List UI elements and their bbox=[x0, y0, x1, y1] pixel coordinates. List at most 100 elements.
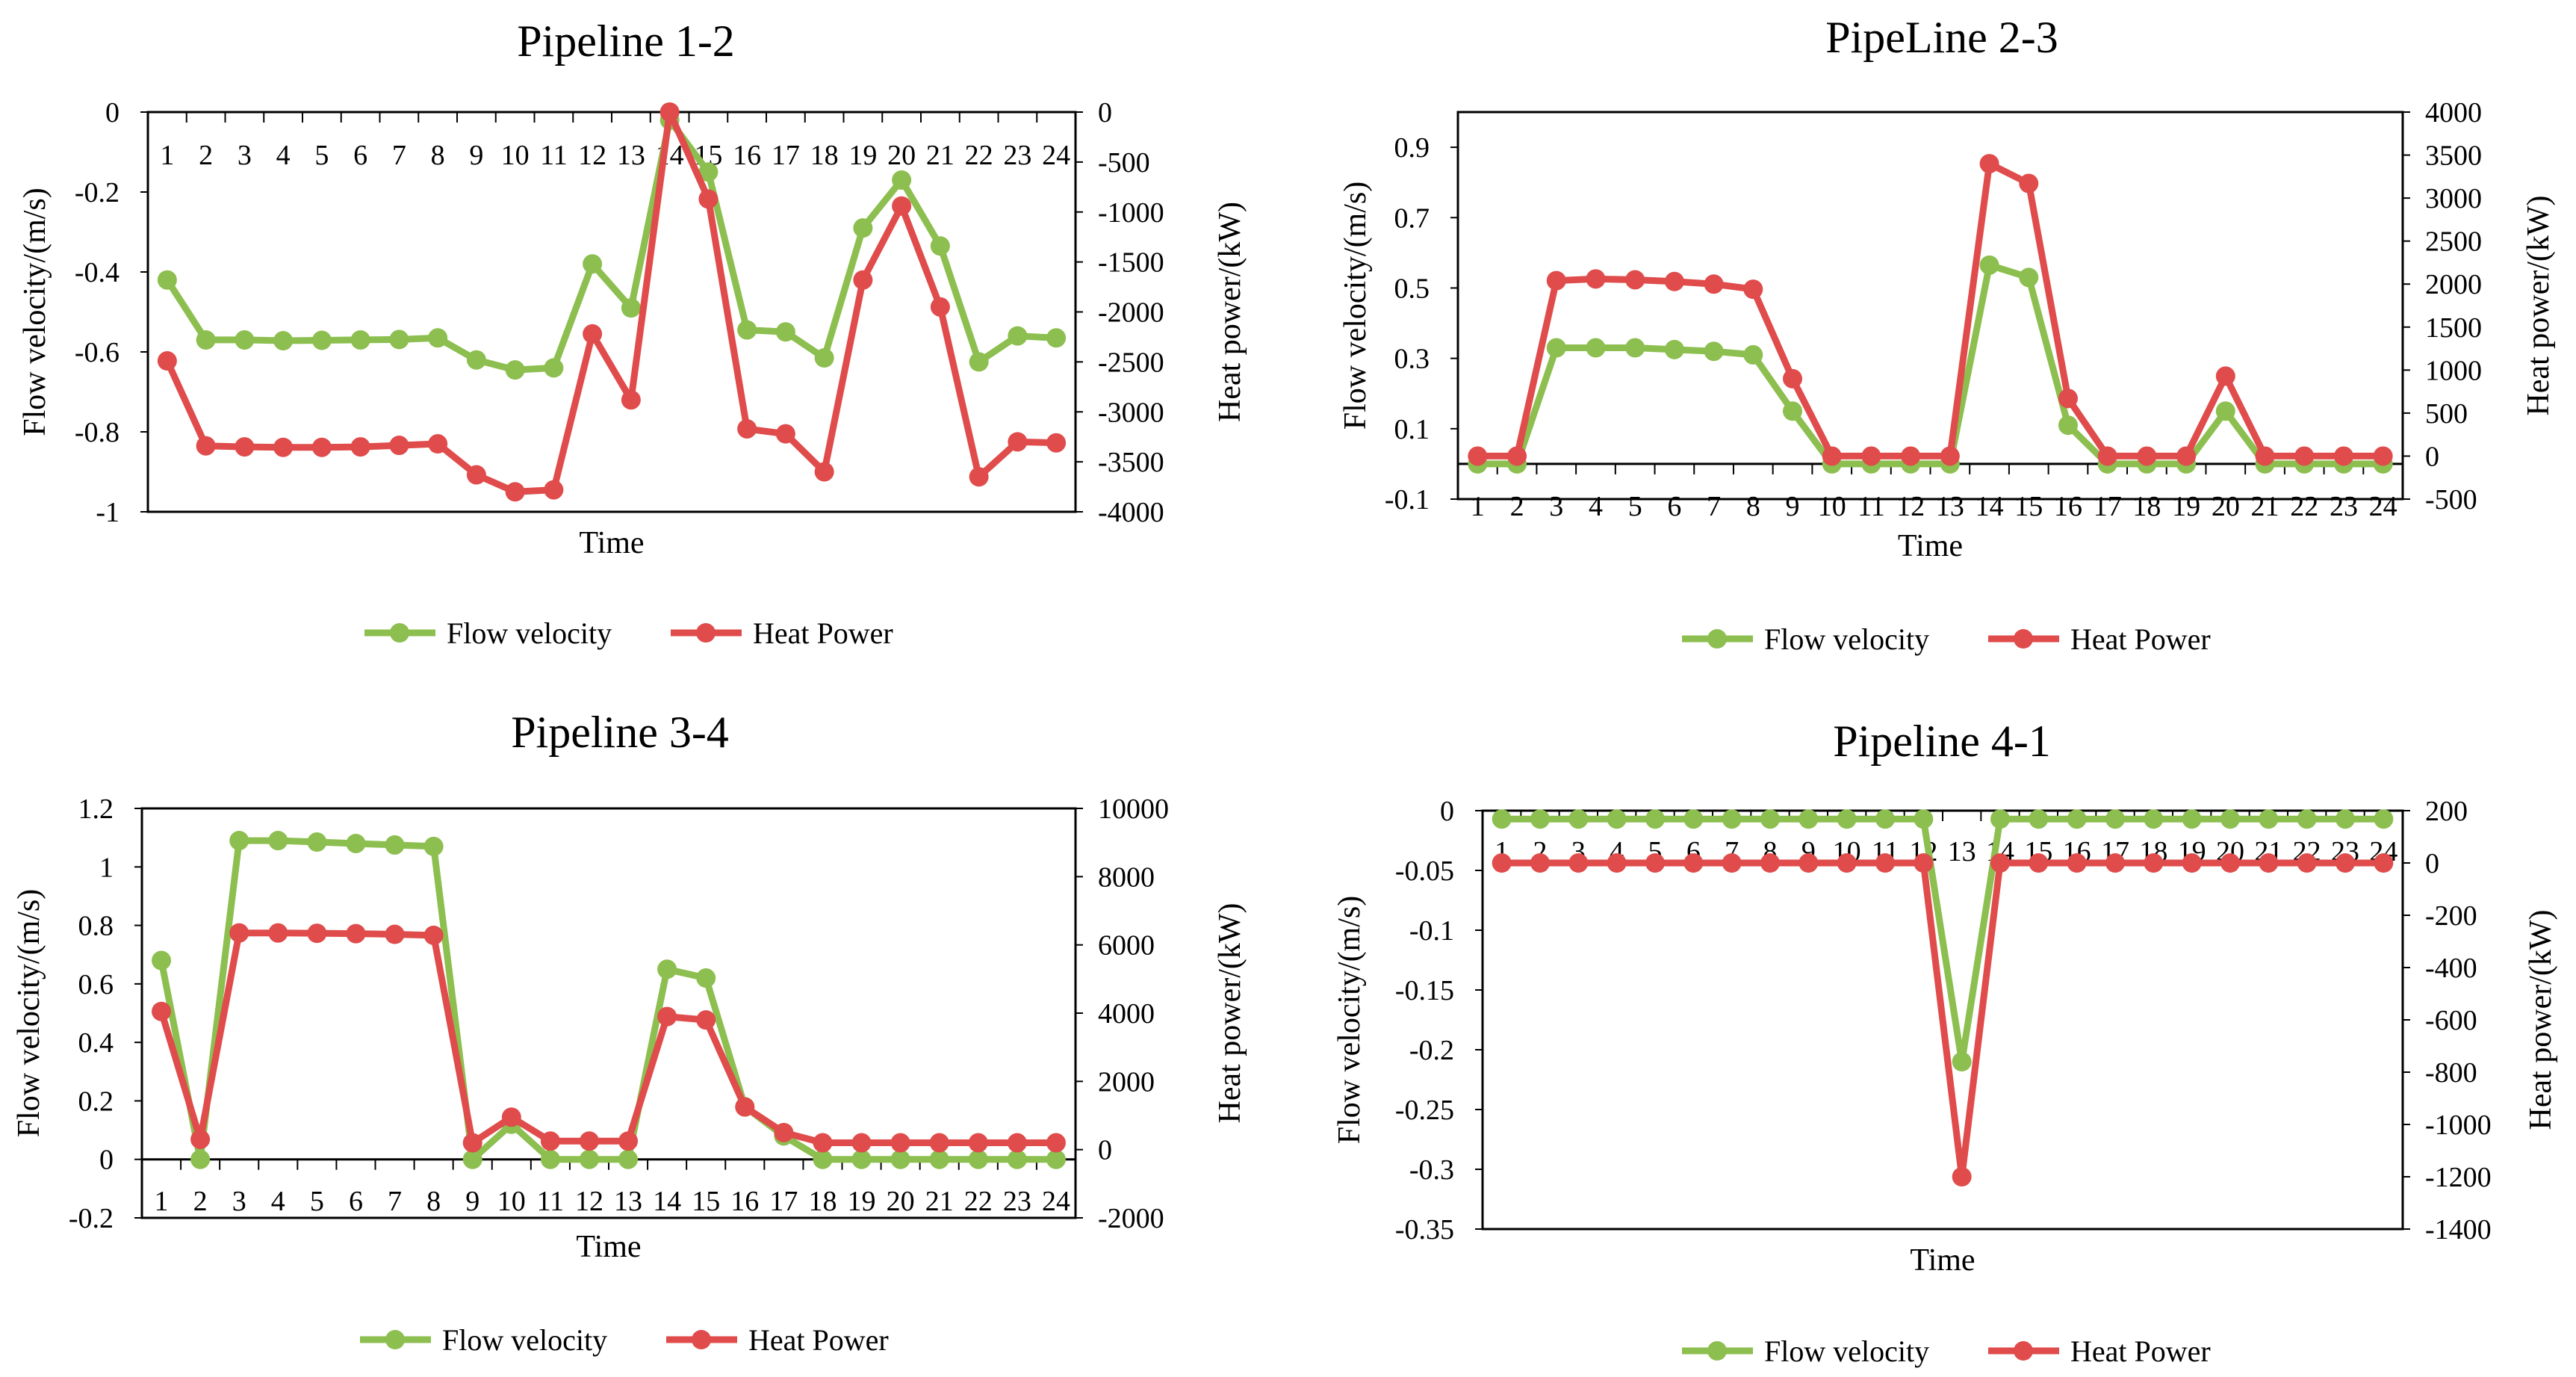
x-tick-label: 9 bbox=[465, 1186, 479, 1217]
heat-power-point bbox=[540, 1131, 560, 1151]
heat-power-point bbox=[2029, 853, 2049, 873]
flow-velocity-point bbox=[2215, 401, 2235, 421]
right-tick-label: 0 bbox=[1098, 97, 1112, 129]
series-line-flow-velocity bbox=[164, 117, 1057, 374]
legend-label: Heat Power bbox=[2070, 622, 2211, 656]
x-tick-label: 15 bbox=[692, 1186, 720, 1217]
heat-power-point bbox=[1861, 446, 1881, 466]
flow-velocity-point bbox=[583, 254, 603, 274]
right-tick-label: -3500 bbox=[1098, 447, 1164, 478]
flow-velocity-point bbox=[2019, 267, 2039, 288]
flow-velocity-point bbox=[851, 1149, 872, 1169]
right-tick-label: -4000 bbox=[1098, 497, 1164, 528]
heat-power-point bbox=[1683, 853, 1704, 873]
x-tick-label: 17 bbox=[2094, 491, 2122, 522]
heat-power-point bbox=[1940, 446, 1960, 466]
x-tick-label: 16 bbox=[2054, 491, 2082, 522]
right-tick-label: -1500 bbox=[1098, 247, 1164, 279]
flow-velocity-point bbox=[621, 298, 641, 318]
heat-power-point bbox=[1046, 433, 1067, 453]
heat-power-point bbox=[1783, 368, 1803, 389]
heat-power-point bbox=[311, 437, 332, 457]
left-tick-label: -0.1 bbox=[1409, 915, 1454, 947]
flow-velocity-point bbox=[1546, 338, 1566, 358]
flow-velocity-point bbox=[2336, 809, 2355, 829]
flow-velocity-point bbox=[775, 322, 795, 342]
x-tick-label: 23 bbox=[2330, 491, 2358, 522]
heat-power-point bbox=[1837, 853, 1857, 873]
right-axis-label: Heat power/(kW) bbox=[2521, 195, 2556, 415]
heat-power-point bbox=[2105, 853, 2125, 873]
flow-velocity-point bbox=[2067, 809, 2087, 829]
left-axis-label: Flow velocity/(m/s) bbox=[18, 188, 52, 436]
heat-power-point bbox=[1722, 853, 1742, 873]
heat-power-point bbox=[696, 1010, 716, 1030]
chart-panel-1: Pipeline 1-21 2 3 4 5 6 7 8 9 10 11 12 13 14 15 16 17 18 1… bbox=[18, 16, 1247, 650]
left-tick-label: 1 bbox=[99, 852, 114, 883]
heat-power-point bbox=[2097, 446, 2117, 466]
flow-velocity-point bbox=[968, 1149, 988, 1169]
right-tick-label: -1000 bbox=[2425, 1110, 2492, 1141]
heat-power-point bbox=[2336, 853, 2355, 873]
heat-power-point bbox=[737, 418, 757, 439]
heat-power-point bbox=[618, 1131, 639, 1151]
series-line-heat-power bbox=[164, 108, 1057, 495]
x-tick-label: 6 bbox=[353, 140, 367, 171]
heat-power-point bbox=[2144, 853, 2164, 873]
heat-power-point bbox=[1468, 446, 1488, 466]
heat-power-point bbox=[385, 924, 405, 944]
x-tick-label: 13 bbox=[617, 140, 645, 171]
right-tick-label: 3000 bbox=[2425, 183, 2482, 214]
x-tick-label: 22 bbox=[965, 140, 993, 171]
flow-velocity-point bbox=[1625, 338, 1645, 358]
flow-velocity-point bbox=[1914, 809, 1934, 829]
x-tick-label: 19 bbox=[848, 1186, 876, 1217]
legend-swatch-marker bbox=[385, 1330, 405, 1349]
legend: Flow velocity Heat Power bbox=[364, 616, 893, 650]
heat-power-point bbox=[1586, 269, 1606, 289]
x-tick-label: 11 bbox=[1857, 491, 1885, 522]
flow-velocity-point bbox=[1664, 339, 1684, 359]
x-tick-label: 1 bbox=[155, 1186, 169, 1217]
flow-velocity-point bbox=[2144, 809, 2164, 829]
x-tick-label: 24 bbox=[1042, 140, 1070, 171]
left-tick-label: -0.4 bbox=[75, 257, 120, 288]
series-line-heat-power bbox=[1477, 160, 2383, 459]
x-tick-label: 17 bbox=[772, 140, 800, 171]
heat-power-point bbox=[346, 923, 366, 944]
x-tick-label: 4 bbox=[276, 140, 291, 171]
right-tick-label: -1400 bbox=[2425, 1214, 2492, 1246]
heat-power-point bbox=[190, 1129, 211, 1149]
x-tick-label: 19 bbox=[2172, 491, 2200, 522]
left-tick-label: 0 bbox=[1440, 796, 1454, 827]
left-tick-label: 0.9 bbox=[1394, 132, 1430, 164]
flow-velocity-point bbox=[157, 270, 177, 290]
heat-power-point bbox=[2220, 853, 2240, 873]
left-tick-label: 0 bbox=[105, 97, 120, 129]
x-tick-label: 10 bbox=[1818, 491, 1846, 522]
x-tick-label: 4 bbox=[271, 1186, 285, 1217]
left-tick-label: -0.05 bbox=[1395, 855, 1454, 887]
heat-power-point bbox=[2067, 853, 2087, 873]
heat-power-point bbox=[969, 467, 989, 487]
series-line-heat-power bbox=[1501, 859, 2384, 1180]
x-tick-label: 24 bbox=[2369, 491, 2397, 522]
right-tick-label: 0 bbox=[1098, 1135, 1112, 1166]
chart-panel-4: Pipeline 4-11 2 3 4 5 6 7 8 9 10 11 12 13 14 15 16 17 18 1… bbox=[1332, 717, 2558, 1368]
flow-velocity-point bbox=[2259, 809, 2279, 829]
right-tick-label: 1500 bbox=[2425, 312, 2482, 344]
x-tick-label: 2 bbox=[1510, 491, 1524, 522]
right-axis-label: Heat power/(kW) bbox=[2524, 909, 2558, 1130]
x-tick-label: 20 bbox=[887, 1186, 915, 1217]
heat-power-point bbox=[1607, 853, 1627, 873]
heat-power-point bbox=[2019, 173, 2039, 194]
flow-velocity-point bbox=[466, 350, 486, 370]
legend-swatch-marker bbox=[1707, 1341, 1727, 1361]
chart-title: Pipeline 4-1 bbox=[1833, 717, 2051, 766]
flow-velocity-point bbox=[696, 968, 716, 988]
heat-power-point bbox=[1704, 274, 1724, 294]
flow-velocity-point bbox=[385, 835, 405, 855]
heat-power-point bbox=[1645, 853, 1665, 873]
x-tick-label: 21 bbox=[925, 1186, 954, 1217]
flow-velocity-point bbox=[235, 329, 255, 350]
